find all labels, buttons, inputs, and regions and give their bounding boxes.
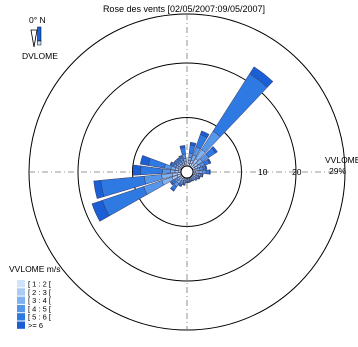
legend-swatch — [17, 304, 25, 313]
calm-center — [180, 165, 194, 179]
wind-bar-segment — [175, 157, 180, 161]
wind-bar-segment — [185, 182, 189, 184]
legend-swatch — [17, 321, 25, 329]
wind-bar-segment — [211, 146, 218, 154]
speed-variable-label: VVLOME — [325, 155, 358, 165]
legend-title: VVLOME m/s — [9, 264, 60, 274]
chart-title: Rose des vents [02/05/2007:09/05/2007] — [103, 4, 265, 14]
wind-bar-segment — [174, 170, 179, 173]
wind-bar-segment — [195, 170, 200, 174]
legend-swatch — [17, 296, 25, 304]
wind-bar-segment — [205, 169, 210, 175]
radial-tick-20: 20 — [292, 167, 302, 177]
legend-label: [ 1 : 2 [ — [28, 280, 52, 289]
wind-bar-segment — [93, 180, 105, 199]
wind-bar-segment — [173, 159, 177, 164]
legend-label: [ 2 : 3 [ — [28, 288, 52, 297]
wind-bar-segment — [208, 169, 211, 175]
wind-bar-segment — [204, 165, 208, 170]
wind-bar-segment — [189, 141, 197, 147]
legend-swatch — [17, 313, 25, 321]
wind-bar-segment — [178, 155, 183, 158]
wind-bar-segment — [249, 66, 274, 88]
legend-label: [ 4 : 5 [ — [28, 304, 52, 313]
wind-bar-segment — [192, 179, 195, 182]
wind-bar-segment — [194, 177, 198, 182]
wind-bar-segment — [201, 173, 204, 178]
wind-rose-bars — [91, 66, 274, 222]
wind-bar-segment — [132, 164, 142, 176]
wind-bar-segment — [178, 184, 182, 188]
wind-bar-segment — [139, 155, 151, 166]
wind-bar-segment — [207, 158, 212, 164]
wind-bar-segment — [169, 181, 175, 186]
wind-bar-segment — [189, 180, 193, 183]
direction-variable-label: DVLOME — [22, 51, 58, 61]
north-label: 0° N — [29, 15, 46, 25]
legend: [ 1 : 2 [[ 2 : 3 [[ 3 : 4 [[ 4 : 5 [[ 5 … — [17, 280, 52, 330]
legend-label: [ 5 : 6 [ — [28, 313, 52, 322]
legend-label: >= 6 — [28, 321, 43, 330]
wind-bar-segment — [179, 145, 186, 149]
legend-label: [ 3 : 4 [ — [28, 296, 52, 305]
wind-bar-segment — [187, 181, 191, 184]
wind-bar-segment — [198, 170, 203, 174]
wind-bar-segment — [169, 187, 175, 192]
wind-bar-segment — [170, 169, 176, 174]
wind-bar-segment — [182, 184, 186, 186]
wind-bar-segment — [199, 130, 210, 139]
wind-bar-segment — [162, 168, 172, 174]
wind-bar-segment — [91, 200, 110, 222]
radial-tick-10: 10 — [258, 167, 268, 177]
max-percent-label: 29% — [329, 166, 346, 176]
wind-bar-segment — [169, 161, 173, 166]
wind-bar-segment — [198, 176, 201, 180]
north-arrow-icon — [30, 26, 42, 48]
wind-bar-segment — [201, 169, 207, 175]
legend-swatch — [17, 280, 25, 288]
legend-swatch — [17, 288, 25, 296]
